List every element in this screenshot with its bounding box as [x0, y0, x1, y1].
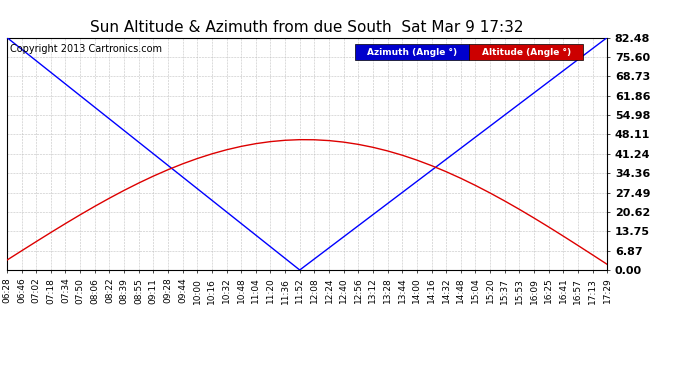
Text: Altitude (Angle °): Altitude (Angle °) [482, 48, 571, 57]
Text: Azimuth (Angle °): Azimuth (Angle °) [367, 48, 457, 57]
Title: Sun Altitude & Azimuth from due South  Sat Mar 9 17:32: Sun Altitude & Azimuth from due South Sa… [90, 20, 524, 35]
FancyBboxPatch shape [355, 45, 469, 60]
FancyBboxPatch shape [469, 45, 583, 60]
Text: Copyright 2013 Cartronics.com: Copyright 2013 Cartronics.com [10, 45, 162, 54]
